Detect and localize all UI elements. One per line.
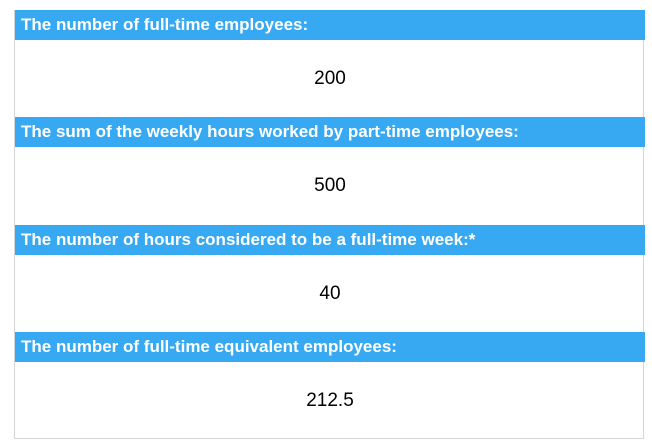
field-part-time-hours: The sum of the weekly hours worked by pa… bbox=[15, 117, 645, 224]
field-fte-result: The number of full-time equivalent emplo… bbox=[15, 332, 645, 439]
field-label: The number of hours considered to be a f… bbox=[15, 225, 645, 255]
field-label: The number of full-time equivalent emplo… bbox=[15, 332, 645, 362]
field-full-time-employees: The number of full-time employees: 200 bbox=[15, 10, 645, 117]
calculator-card: The number of full-time employees: 200 T… bbox=[14, 10, 645, 439]
field-value-full-time-employees[interactable]: 200 bbox=[314, 68, 346, 89]
field-full-time-week-hours: The number of hours considered to be a f… bbox=[15, 225, 645, 332]
field-value-fte-result: 212.5 bbox=[306, 390, 354, 411]
field-value-full-time-week-hours[interactable]: 40 bbox=[319, 283, 341, 304]
field-label: The sum of the weekly hours worked by pa… bbox=[15, 117, 645, 147]
field-value-part-time-hours[interactable]: 500 bbox=[314, 175, 346, 196]
field-label: The number of full-time employees: bbox=[15, 10, 645, 40]
